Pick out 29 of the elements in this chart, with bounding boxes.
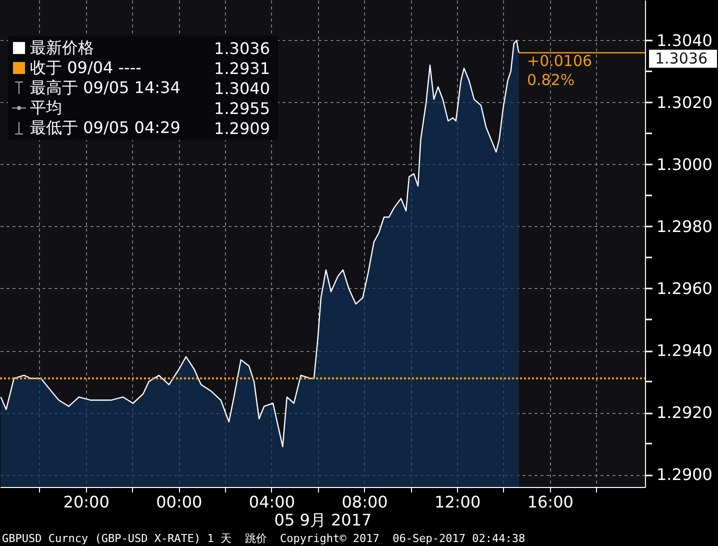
annotation: 平均 xyxy=(30,98,63,118)
annotation: 1.2955 xyxy=(214,98,271,118)
annotation: 1.3040 xyxy=(214,78,271,98)
y-tick-label: 1.3000 xyxy=(656,154,712,174)
y-tick-label: 1.2960 xyxy=(656,278,712,298)
annotation: 最低于 09/05 04:29 xyxy=(30,118,182,138)
annotation: +0.0106 xyxy=(527,52,592,70)
annotation: 收于 09/04 ---- xyxy=(30,58,142,78)
annotation: 1.2909 xyxy=(214,118,271,138)
x-axis-title: 05 9月 2017 xyxy=(274,510,372,530)
x-tick-label: 04:00 xyxy=(248,492,296,512)
y-tick-label: 1.2980 xyxy=(656,216,712,236)
y-tick-label: 1.2940 xyxy=(656,341,712,360)
y-tick-label: 1.3040 xyxy=(656,30,712,50)
annotation: 1.3036 xyxy=(214,38,271,58)
annotation: 0.82% xyxy=(527,71,575,89)
x-tick-label: 16:00 xyxy=(527,492,574,512)
text: GBPUSD Curncy (GBP-USD X-RATE) 1 天 跳价 Copyright© 2017 06-Sep-2017 02:44:38 xyxy=(2,531,526,546)
y-tick-label: 1.3020 xyxy=(656,92,712,112)
annotation: 最高于 09/05 14:34 xyxy=(30,78,182,98)
x-tick-label: 12:00 xyxy=(434,492,481,512)
x-tick-label: 08:00 xyxy=(342,492,388,512)
x-tick-label: 00:00 xyxy=(156,492,202,512)
x-tick-label: 20:00 xyxy=(63,492,110,512)
ref-line-label: 1.3036 xyxy=(655,50,708,68)
y-tick-label: 1.2920 xyxy=(656,403,712,422)
annotation: 最新价格 xyxy=(30,38,95,58)
y-tick-label: 1.2900 xyxy=(656,465,712,484)
annotation: 1.2931 xyxy=(214,58,271,78)
